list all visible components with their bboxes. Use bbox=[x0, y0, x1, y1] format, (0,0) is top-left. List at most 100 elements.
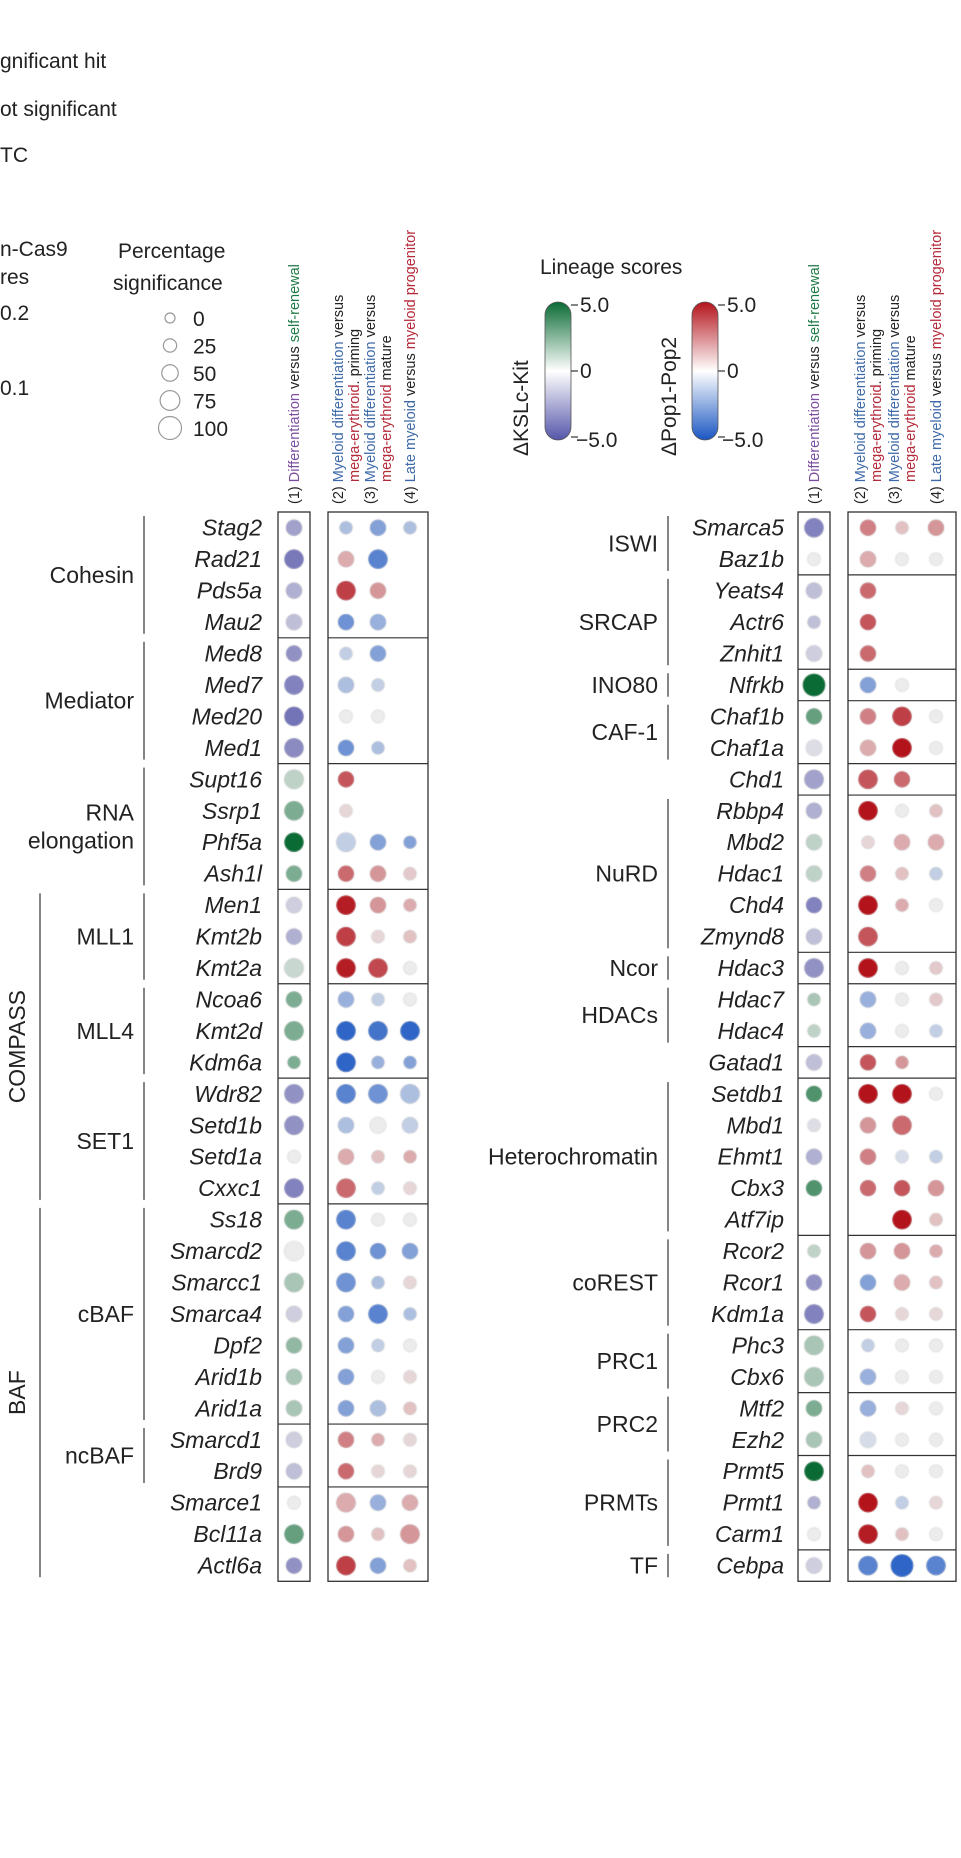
gene-label: Wdr82 bbox=[194, 1081, 262, 1107]
gene-label: Hdac1 bbox=[718, 861, 784, 887]
gene-label: Rcor2 bbox=[723, 1238, 785, 1264]
group-label: INO80 bbox=[592, 672, 658, 698]
column-header-2-line2: mega-erythroid. priming bbox=[347, 329, 363, 482]
dot-Rad21-col3 bbox=[367, 548, 389, 571]
significance-legend-circle bbox=[159, 390, 181, 411]
group-label: MLL4 bbox=[76, 1018, 134, 1044]
dot-Mau2-col3 bbox=[368, 612, 388, 632]
dot-Cxxc1-col4 bbox=[402, 1180, 418, 1196]
gene-label: Ncoa6 bbox=[196, 986, 263, 1012]
gene-label: Znhit1 bbox=[719, 641, 784, 667]
column-header-part: versus bbox=[929, 349, 945, 400]
dot-Kmt2b-col4 bbox=[402, 928, 418, 945]
gene-label: Arid1a bbox=[194, 1395, 262, 1421]
dot-Cbx3-col4 bbox=[926, 1178, 946, 1198]
dot-Rbbp4-col2 bbox=[857, 799, 879, 822]
dot-Ezh2-col4 bbox=[928, 1432, 944, 1448]
gene-label: Rad21 bbox=[194, 546, 262, 572]
dot-Cxxc1-col3 bbox=[370, 1180, 386, 1196]
dot-Ehmt1-col1 bbox=[804, 1147, 824, 1167]
dot-Arid1a-col3 bbox=[368, 1398, 388, 1418]
gene-label: Chaf1b bbox=[710, 703, 784, 729]
dot-Ezh2-col3 bbox=[894, 1432, 910, 1448]
gene-label: Arid1b bbox=[194, 1364, 263, 1390]
dot-Mbd2-col2 bbox=[860, 834, 876, 850]
gene-label: Baz1b bbox=[719, 546, 784, 572]
panel-2: Smarca5 Baz1b ISWI Yeats4 Actr6 Znhit1 SRCAP Nf… bbox=[488, 511, 957, 1582]
group-label: ncBAF bbox=[65, 1443, 134, 1469]
dot-Mbd2-col1 bbox=[804, 832, 824, 852]
dot-Setd1b-col3 bbox=[368, 1115, 388, 1135]
dot-Cbx3-col1 bbox=[804, 1178, 824, 1198]
gene-label: Setd1b bbox=[189, 1112, 262, 1138]
significance-title-line1: Percentage bbox=[118, 240, 225, 263]
dot-Hdac7-col2 bbox=[858, 990, 878, 1009]
gene-label: Smarcd1 bbox=[170, 1427, 262, 1453]
column-header-part: versus bbox=[287, 342, 303, 393]
dot-Arid1b-col3 bbox=[370, 1369, 386, 1385]
dot-Supt16-col1 bbox=[283, 768, 305, 791]
dot-Med1-col2 bbox=[336, 738, 356, 758]
dot-Stag2-col2 bbox=[338, 519, 354, 536]
column-header-part: Late myeloid bbox=[403, 400, 419, 482]
dot-Ash1l-col1 bbox=[284, 864, 304, 884]
dot-Chd1-col3 bbox=[892, 769, 912, 789]
column-header-2: (2) Myeloid differentiation versus bbox=[853, 295, 869, 504]
dot-Chaf1a-col1 bbox=[804, 738, 824, 758]
dot-Med20-col2 bbox=[338, 708, 354, 725]
dot-Ash1l-col2 bbox=[336, 864, 356, 884]
colorbar-red-bar bbox=[691, 301, 719, 441]
column-header-4: (4) Late myeloid versus myeloid progenit… bbox=[403, 230, 419, 504]
colorbar-green-label: ΔKSLc-Kit bbox=[510, 360, 533, 456]
group-label: Heterochromatin bbox=[488, 1144, 658, 1170]
gene-label: Smarcd2 bbox=[170, 1238, 262, 1264]
gene-label: Zmynd8 bbox=[700, 924, 784, 950]
dot-Wdr82-col1 bbox=[283, 1082, 305, 1105]
dot-Chaf1a-col3 bbox=[891, 736, 913, 759]
dot-Dpf2-col1 bbox=[284, 1336, 304, 1355]
gene-label: Ehmt1 bbox=[718, 1144, 784, 1170]
gene-label: Prmt1 bbox=[723, 1490, 784, 1516]
dot-Cxxc1-col2 bbox=[335, 1177, 357, 1200]
hit-label-ntc: TC bbox=[0, 144, 28, 167]
column-header-part: versus bbox=[887, 295, 903, 342]
gene-label: Mtf2 bbox=[739, 1395, 784, 1421]
dot-Chd4-col1 bbox=[804, 895, 824, 915]
dot-Ehmt1-col3 bbox=[894, 1148, 910, 1165]
gene-label: Chaf1a bbox=[710, 735, 784, 761]
dot-Bcl11a-col1 bbox=[283, 1523, 305, 1546]
group-label: cBAF bbox=[78, 1301, 134, 1327]
dot-Hdac1-col4 bbox=[928, 865, 944, 882]
dot-Smarcd2-col2 bbox=[335, 1240, 357, 1263]
dot-Hdac1-col3 bbox=[894, 865, 910, 882]
dot-Carm1-col1 bbox=[806, 1526, 822, 1542]
dot-Ss18-col4 bbox=[402, 1211, 418, 1228]
column-header-part: mega-erythroid bbox=[347, 384, 363, 482]
dot-Actl6a-col1 bbox=[284, 1556, 304, 1575]
dot-Men1-col2 bbox=[335, 894, 357, 917]
hit-legend: gnificant hit ot significant TC bbox=[0, 50, 117, 167]
gene-label: Setdb1 bbox=[711, 1081, 784, 1107]
gene-label: Cbx3 bbox=[730, 1175, 784, 1201]
column-header-number: (3) bbox=[887, 482, 903, 504]
group-label: ISWI bbox=[608, 530, 658, 556]
dot-Gatad1-col3 bbox=[894, 1054, 910, 1071]
dot-Setd1a-col1 bbox=[286, 1148, 302, 1165]
dot-Men1-col4 bbox=[402, 897, 418, 913]
score-box-col2-4 bbox=[327, 511, 429, 1582]
gene-label: Mau2 bbox=[204, 609, 262, 635]
hit-label-not-significant: ot significant bbox=[0, 98, 117, 121]
dot-Brd9-col1 bbox=[284, 1461, 304, 1481]
dot-Chd4-col2 bbox=[857, 894, 879, 917]
significance-legend-value: 25 bbox=[193, 336, 216, 359]
dot-Prmt5-col2 bbox=[860, 1463, 876, 1479]
gene-label: Kmt2d bbox=[196, 1018, 264, 1044]
gene-label: Ss18 bbox=[210, 1207, 263, 1233]
dot-Cbx6-col1 bbox=[803, 1365, 825, 1388]
column-header-part: . priming bbox=[869, 329, 885, 385]
dot-Phf5a-col4 bbox=[402, 834, 418, 850]
dot-Arid1b-col4 bbox=[402, 1369, 418, 1385]
dot-Kdm1a-col2 bbox=[858, 1304, 878, 1324]
significance-legend-circle bbox=[164, 312, 176, 324]
